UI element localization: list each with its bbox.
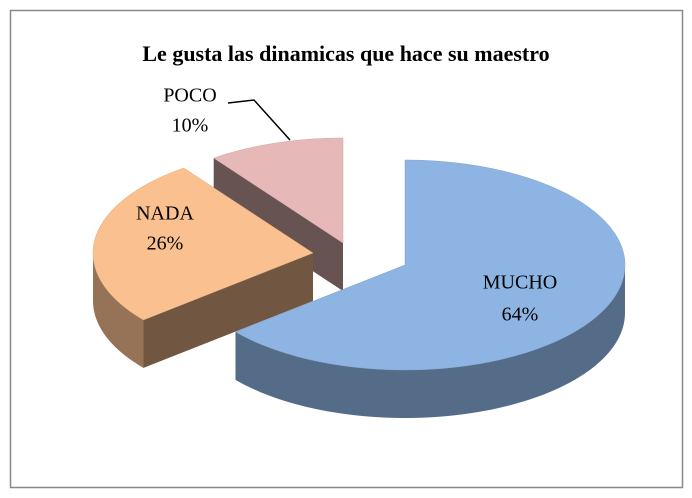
slice-side bbox=[143, 253, 313, 368]
slice-top bbox=[92, 167, 314, 321]
data-label-value: 10% bbox=[172, 115, 209, 137]
slice-wall bbox=[93, 253, 144, 368]
data-label-name: NADA bbox=[136, 203, 194, 225]
slice-wall bbox=[235, 265, 625, 418]
data-label-name: MUCHO bbox=[483, 272, 557, 294]
slice-top bbox=[234, 159, 626, 371]
data-label-name: POCO bbox=[163, 85, 216, 107]
slice bbox=[234, 159, 626, 418]
leader-line bbox=[227, 99, 291, 141]
data-label-value: 64% bbox=[502, 304, 539, 326]
chart-title: Le gusta las dinamicas que hace su maest… bbox=[142, 41, 549, 66]
slice bbox=[92, 167, 314, 368]
data-label-value: 26% bbox=[147, 233, 184, 255]
slice-top bbox=[213, 137, 344, 244]
